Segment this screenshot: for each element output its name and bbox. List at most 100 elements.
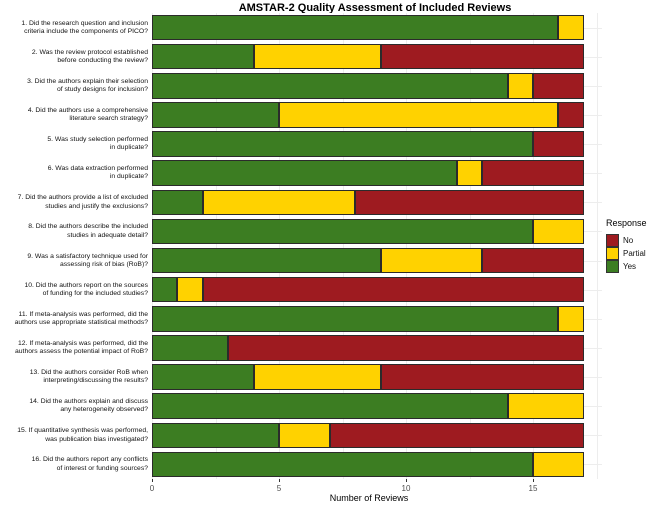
bar-row: [152, 364, 602, 390]
bar-segment-no: [380, 364, 584, 390]
vertical-gridline: [406, 13, 407, 479]
bar-row: [152, 102, 602, 128]
bar-segment-yes: [152, 422, 279, 449]
bar-segment-no: [380, 43, 584, 70]
bar-segment-partial: [507, 73, 533, 99]
bar-segment-yes: [152, 364, 254, 390]
bar-segment-yes: [152, 131, 533, 157]
y-axis-label: 4. Did the authors use a comprehensive l…: [27, 106, 148, 122]
bar-segment-no: [355, 189, 584, 216]
legend-swatch-partial: [606, 246, 619, 260]
bar-row: [152, 43, 602, 70]
legend-swatch-no: [606, 234, 619, 247]
y-axis-label: 12. If meta-analysis was performed, did …: [15, 339, 148, 355]
bar-segment-no: [202, 276, 584, 303]
bar-row: [152, 131, 602, 157]
bar-segment-yes: [152, 335, 229, 361]
bar-segment-partial: [253, 364, 381, 390]
y-axis-label: 14. Did the authors explain and discuss …: [29, 397, 148, 414]
bar-segment-yes: [152, 276, 178, 303]
x-tick-mark: [406, 479, 407, 482]
bar-row: [152, 276, 602, 303]
x-axis-title: Number of Reviews: [329, 493, 409, 503]
legend-label: No: [623, 236, 634, 245]
x-tick-label: 10: [401, 484, 411, 493]
bar-row: [152, 422, 602, 449]
vertical-gridline: [279, 13, 280, 479]
legend-item: Partial: [606, 246, 658, 260]
bar-row: [152, 247, 602, 274]
bar-segment-yes: [152, 189, 203, 216]
y-axis-label: 13. Did the authors consider RoB when in…: [29, 368, 148, 385]
bar-segment-no: [329, 422, 584, 449]
bar-segment-partial: [202, 189, 356, 216]
bar-segment-yes: [152, 393, 508, 419]
bar-segment-yes: [152, 160, 457, 186]
bar-segment-yes: [152, 43, 254, 70]
bar-segment-partial: [279, 422, 330, 449]
bar-segment-partial: [558, 14, 584, 41]
bar-row: [152, 14, 602, 41]
legend-item: Yes: [606, 259, 658, 273]
bar-segment-partial: [507, 393, 584, 419]
bar-row: [152, 189, 602, 216]
y-axis-label: 5. Was study selection performed in dupl…: [47, 135, 148, 152]
bar-segment-no: [228, 335, 584, 361]
bar-row: [152, 73, 602, 99]
vertical-gridline: [596, 13, 598, 479]
y-axis-label: 11. If meta-analysis was performed, did …: [14, 310, 148, 326]
bar-segment-partial: [279, 102, 559, 128]
bar-segment-partial: [558, 306, 584, 332]
bar-segment-partial: [253, 43, 381, 70]
bar-segment-partial: [177, 276, 203, 303]
bar-segment-yes: [152, 73, 508, 99]
x-tick-label: 5: [276, 484, 282, 493]
y-axis-label: 9. Was a satisfactory technique used for…: [27, 252, 148, 268]
x-tick-mark: [533, 479, 534, 482]
y-axis-label: 15. If quantitative synthesis was perfor…: [17, 427, 148, 443]
x-tick-mark: [152, 479, 153, 482]
bar-segment-partial: [456, 160, 483, 186]
plot-panel: [152, 13, 602, 479]
bar-segment-partial: [533, 218, 584, 245]
bar-segment-yes: [152, 102, 279, 128]
y-axis-label: 6. Was data extraction performed in dupl…: [47, 164, 148, 181]
bar-segment-yes: [152, 306, 559, 332]
legend-items: No Partial Yes: [606, 234, 658, 273]
bar-segment-no: [558, 102, 584, 128]
x-tick-label: 15: [528, 484, 538, 493]
vertical-gridline: [469, 13, 471, 479]
bar-segment-yes: [152, 247, 381, 274]
legend-title: Response: [606, 218, 647, 228]
vertical-gridline: [152, 13, 153, 479]
chart-title: AMSTAR-2 Quality Assessment of Included …: [238, 2, 512, 14]
vertical-gridline: [342, 13, 344, 479]
bar-segment-partial: [533, 451, 584, 478]
bar-row: [152, 335, 602, 361]
y-axis-label: 3. Did the authors explain their selecti…: [27, 77, 148, 93]
bar-row: [152, 306, 602, 332]
x-tick-label: 0: [149, 484, 155, 493]
bar-row: [152, 218, 602, 245]
y-axis-label: 8. Did the authors describe the included…: [28, 223, 148, 239]
legend-label: Yes: [623, 262, 637, 271]
y-axis-label: 2. Was the review protocol established b…: [31, 48, 148, 64]
y-axis-labels: 1. Did the research question and inclusi…: [2, 13, 148, 479]
bar-segment-no: [533, 73, 584, 99]
legend-swatch-yes: [606, 259, 619, 273]
bar-segment-yes: [152, 218, 533, 245]
y-axis-label: 7. Did the authors provide a list of exc…: [17, 194, 148, 210]
bar-row: [152, 451, 602, 478]
bar-segment-partial: [380, 247, 483, 274]
x-tick-mark: [279, 479, 280, 482]
bar-row: [152, 393, 602, 419]
bar-segment-no: [482, 160, 584, 186]
y-axis-label: 16. Did the authors report any conflicts…: [31, 456, 148, 472]
bar-segment-yes: [152, 451, 533, 478]
vertical-gridline: [533, 13, 534, 479]
y-axis-label: 10. Did the authors report on the source…: [24, 281, 148, 297]
legend-item: No: [606, 234, 658, 247]
vertical-gridline: [215, 13, 217, 479]
bar-row: [152, 160, 602, 186]
